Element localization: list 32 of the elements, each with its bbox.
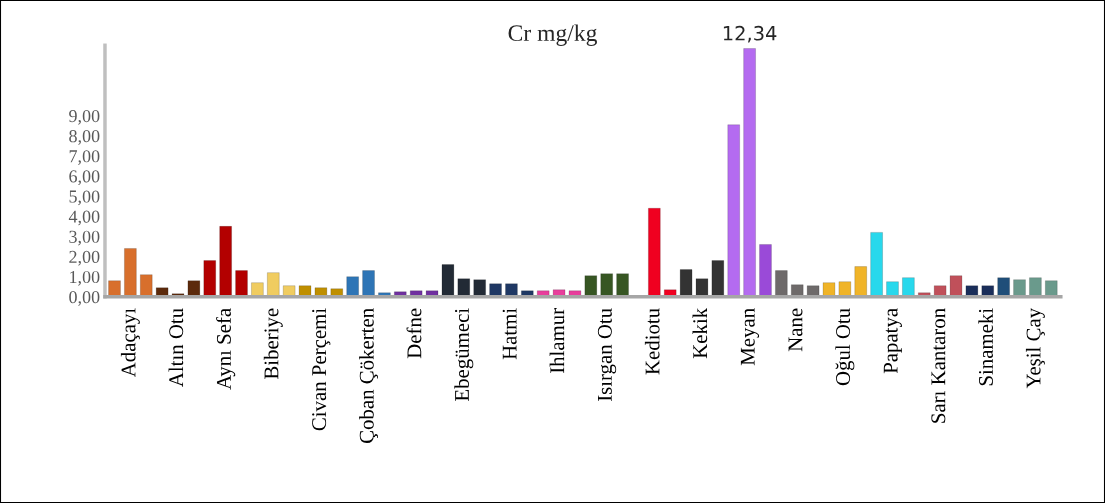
data-label: 12,34	[723, 25, 777, 43]
x-tick-label: Sinameki	[978, 308, 993, 386]
x-tick-label: Ebegümeci	[454, 308, 474, 401]
y-tick-label: 0,00	[69, 291, 100, 306]
y-tick-label: 5,00	[69, 190, 100, 206]
x-tick-label: Çoban Çökerten	[359, 308, 378, 443]
x-tick-label: Aynı Sefa	[216, 308, 236, 390]
x-tick-label: Nane	[788, 308, 803, 352]
x-tick-label: Papatya	[883, 308, 902, 374]
x-tick-label: Defne	[406, 308, 422, 359]
y-tick-label: 1,00	[70, 270, 100, 286]
y-tick-label: 3,00	[69, 230, 100, 246]
chart-title: Cr mg/kg	[508, 24, 597, 46]
x-tick-label: Altın Otu	[168, 308, 184, 387]
x-tick-label: Civan Perçemi	[312, 308, 331, 431]
x-tick-label: Ihlamur	[549, 308, 565, 374]
y-tick-label: 4,00	[68, 210, 100, 226]
x-tick-label: Yeşil Çay	[1025, 307, 1045, 389]
y-tick-label: 9,00	[69, 109, 100, 125]
x-tick-label: Oğul Otu	[835, 308, 855, 386]
x-tick-label: Sarı Kantaron	[931, 308, 946, 423]
x-tick-label: Kekik	[692, 307, 708, 359]
y-tick-label: 8,00	[69, 130, 100, 145]
x-tick-label: Meyan	[740, 308, 760, 366]
y-tick-label: 6,00	[69, 170, 100, 186]
x-tick-label: Isırgan Otu	[597, 308, 617, 402]
x-tick-label: Hatmi	[502, 308, 517, 360]
x-tick-label: Biberiye	[263, 308, 283, 380]
y-tick-label: 7,00	[69, 150, 100, 165]
x-tick-label: Adaçayı	[120, 308, 140, 378]
y-tick-label: 2,00	[69, 250, 100, 266]
x-tick-label: Kediotu	[644, 308, 660, 375]
